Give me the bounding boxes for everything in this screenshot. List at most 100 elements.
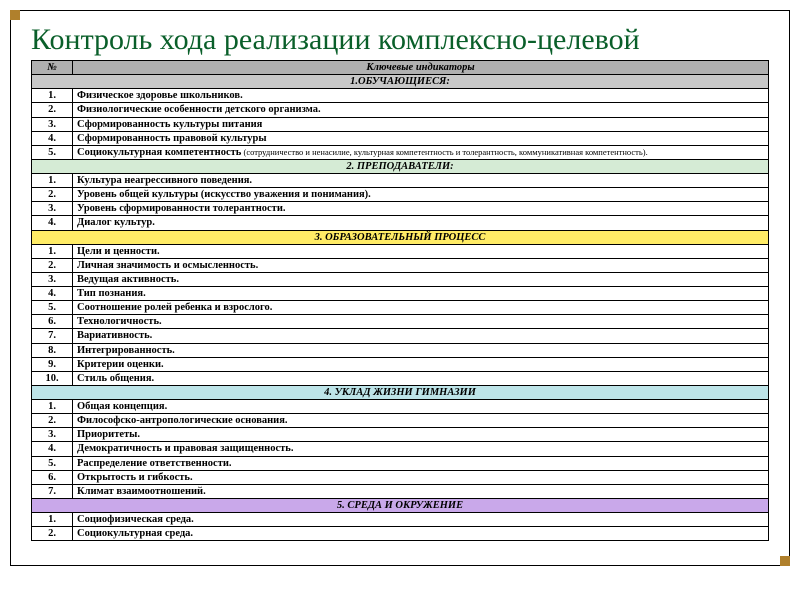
table-row: 3.Уровень сформированности толерантности… xyxy=(32,202,769,216)
row-text: Тип познания. xyxy=(73,287,769,301)
row-text: Климат взаимоотношений. xyxy=(73,484,769,498)
row-text: Социофизическая среда. xyxy=(73,513,769,527)
row-number: 4. xyxy=(32,216,73,230)
row-text: Сформированность правовой культуры xyxy=(73,131,769,145)
table-row: 3.Приоритеты. xyxy=(32,428,769,442)
table-row: 4.Демократичность и правовая защищенност… xyxy=(32,442,769,456)
row-subtext: (сотрудничество и ненасилие, культурная … xyxy=(241,147,647,157)
section-header: 3. ОБРАЗОВАТЕЛЬНЫЙ ПРОЦЕСС xyxy=(32,230,769,244)
row-text: Соотношение ролей ребенка и взрослого. xyxy=(73,301,769,315)
row-text: Цели и ценности. xyxy=(73,244,769,258)
row-number: 6. xyxy=(32,470,73,484)
row-text: Интегрированность. xyxy=(73,343,769,357)
table-row: 7.Вариативность. xyxy=(32,329,769,343)
row-text: Уровень общей культуры (искусство уважен… xyxy=(73,188,769,202)
row-number: 8. xyxy=(32,343,73,357)
row-text: Ведущая активность. xyxy=(73,272,769,286)
section-header: 2. ПРЕПОДАВАТЕЛИ: xyxy=(32,159,769,173)
row-text: Сформированность культуры питания xyxy=(73,117,769,131)
table-row: 1.Социофизическая среда. xyxy=(32,513,769,527)
table-row: 3.Сформированность культуры питания xyxy=(32,117,769,131)
row-text: Общая концепция. xyxy=(73,400,769,414)
section-header: 4. УКЛАД ЖИЗНИ ГИМНАЗИИ xyxy=(32,385,769,399)
row-text: Распределение ответственности. xyxy=(73,456,769,470)
section-title: 5. СРЕДА И ОКРУЖЕНИЕ xyxy=(32,498,769,512)
table-row: 1.Физическое здоровье школьников. xyxy=(32,89,769,103)
table-row: 5.Соотношение ролей ребенка и взрослого. xyxy=(32,301,769,315)
row-number: 2. xyxy=(32,188,73,202)
row-number: 4. xyxy=(32,131,73,145)
row-number: 1. xyxy=(32,174,73,188)
section-title: 3. ОБРАЗОВАТЕЛЬНЫЙ ПРОЦЕСС xyxy=(32,230,769,244)
table-row: 5.Социокультурная компетентность (сотруд… xyxy=(32,145,769,159)
corner-accent-tl xyxy=(10,10,20,20)
table-row: 3.Ведущая активность. xyxy=(32,272,769,286)
row-text: Физическое здоровье школьников. xyxy=(73,89,769,103)
table-row: 4.Диалог культур. xyxy=(32,216,769,230)
col-number: № xyxy=(32,61,73,75)
corner-accent-br xyxy=(780,556,790,566)
row-text: Культура неагрессивного поведения. xyxy=(73,174,769,188)
row-number: 5. xyxy=(32,301,73,315)
row-number: 2. xyxy=(32,527,73,541)
row-number: 1. xyxy=(32,513,73,527)
table-row: 6.Технологичность. xyxy=(32,315,769,329)
row-text: Социокультурная компетентность (сотрудни… xyxy=(73,145,769,159)
section-title: 2. ПРЕПОДАВАТЕЛИ: xyxy=(32,159,769,173)
row-text: Социокультурная среда. xyxy=(73,527,769,541)
row-text: Критерии оценки. xyxy=(73,357,769,371)
page-title: Контроль хода реализации комплексно-целе… xyxy=(31,23,769,56)
row-text: Философско-антропологические основания. xyxy=(73,414,769,428)
row-number: 1. xyxy=(32,89,73,103)
row-number: 3. xyxy=(32,117,73,131)
table-row: 2.Уровень общей культуры (искусство уваж… xyxy=(32,188,769,202)
table-row: 4.Сформированность правовой культуры xyxy=(32,131,769,145)
row-text: Открытость и гибкость. xyxy=(73,470,769,484)
table-row: 6.Открытость и гибкость. xyxy=(32,470,769,484)
table-row: 10.Стиль общения. xyxy=(32,371,769,385)
row-number: 7. xyxy=(32,329,73,343)
section-header: 1.ОБУЧАЮЩИЕСЯ: xyxy=(32,75,769,89)
row-number: 2. xyxy=(32,414,73,428)
table-row: 8.Интегрированность. xyxy=(32,343,769,357)
row-text: Физиологические особенности детского орг… xyxy=(73,103,769,117)
row-text: Личная значимость и осмысленность. xyxy=(73,258,769,272)
table-row: 9.Критерии оценки. xyxy=(32,357,769,371)
section-title: 4. УКЛАД ЖИЗНИ ГИМНАЗИИ xyxy=(32,385,769,399)
table-row: 1.Культура неагрессивного поведения. xyxy=(32,174,769,188)
row-number: 1. xyxy=(32,244,73,258)
section-header: 5. СРЕДА И ОКРУЖЕНИЕ xyxy=(32,498,769,512)
row-number: 4. xyxy=(32,442,73,456)
row-text: Вариативность. xyxy=(73,329,769,343)
row-number: 3. xyxy=(32,272,73,286)
row-number: 7. xyxy=(32,484,73,498)
row-number: 5. xyxy=(32,456,73,470)
table-row: 7.Климат взаимоотношений. xyxy=(32,484,769,498)
table-header-row: № Ключевые индикаторы xyxy=(32,61,769,75)
row-text: Стиль общения. xyxy=(73,371,769,385)
col-indicators: Ключевые индикаторы xyxy=(73,61,769,75)
row-number: 4. xyxy=(32,287,73,301)
row-text: Демократичность и правовая защищенность. xyxy=(73,442,769,456)
row-text: Приоритеты. xyxy=(73,428,769,442)
row-number: 3. xyxy=(32,428,73,442)
slide-frame: Контроль хода реализации комплексно-целе… xyxy=(10,10,790,566)
table-row: 2.Социокультурная среда. xyxy=(32,527,769,541)
row-number: 3. xyxy=(32,202,73,216)
table-row: 4.Тип познания. xyxy=(32,287,769,301)
row-number: 2. xyxy=(32,103,73,117)
row-text: Диалог культур. xyxy=(73,216,769,230)
table-row: 2.Личная значимость и осмысленность. xyxy=(32,258,769,272)
section-title: 1.ОБУЧАЮЩИЕСЯ: xyxy=(32,75,769,89)
table-row: 2.Физиологические особенности детского о… xyxy=(32,103,769,117)
row-number: 10. xyxy=(32,371,73,385)
row-number: 9. xyxy=(32,357,73,371)
table-row: 1.Цели и ценности. xyxy=(32,244,769,258)
row-text: Уровень сформированности толерантности. xyxy=(73,202,769,216)
row-text: Технологичность. xyxy=(73,315,769,329)
row-number: 2. xyxy=(32,258,73,272)
row-number: 6. xyxy=(32,315,73,329)
row-number: 5. xyxy=(32,145,73,159)
indicators-table: № Ключевые индикаторы 1.ОБУЧАЮЩИЕСЯ:1.Фи… xyxy=(31,60,769,541)
table-row: 5.Распределение ответственности. xyxy=(32,456,769,470)
